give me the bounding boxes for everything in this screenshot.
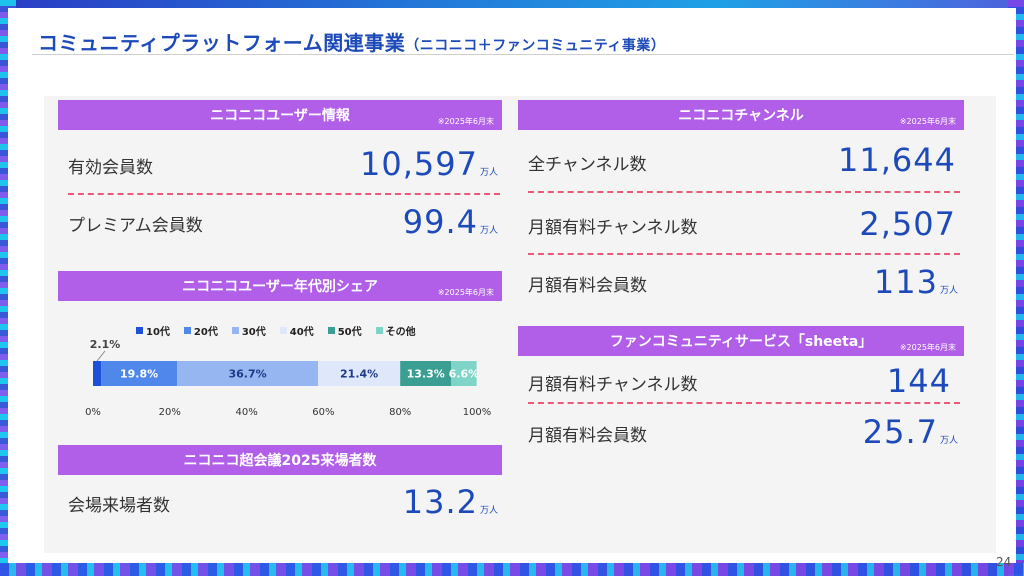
sheeta-header: ファンコミュニティサービス「sheeta」 ※2025年6月末 [518,326,964,356]
divider-dashed [528,253,960,255]
leader-line [96,350,106,362]
title-divider [32,54,1014,55]
legend-label: 20代 [193,327,218,338]
user-info-header: ニコニコユーザー情報 ※2025年6月末 [58,100,502,130]
x-tick-label: 80% [389,407,411,418]
legend-item: 40代 [279,323,314,338]
page-number: 24 [996,555,1012,569]
all-channels-value: 11,644 [798,144,958,176]
divider-dashed [68,193,500,195]
x-tick-label: 0% [85,407,101,418]
age-share-header: ニコニコユーザー年代別シェア ※2025年6月末 [58,271,502,301]
age-share-bar-svg: 2.1% 19.8% 36.7% 21.4% 13.3% 6.6% 0% 20% 40% 60% 8… [85,338,492,418]
legend-swatch [327,327,335,334]
legend-item: 50代 [327,323,362,338]
legend-item: 20代 [183,323,218,338]
data-label: 19.8% [120,368,158,381]
legend-item: 10代 [136,323,170,338]
active-members-label: 有効会員数 [68,158,153,178]
legend-item: その他 [375,323,416,338]
chart-legend: 10代 20代 30代 40代 50代 その他 [136,323,416,338]
data-label: 6.6% [449,368,480,381]
age-share-note: ※2025年6月末 [437,288,494,297]
legend-swatch [136,327,143,334]
paid-members-number: 113 [873,263,938,301]
venue-visitors-number: 13.2 [402,483,478,521]
channel-note: ※2025年6月末 [899,117,956,126]
sheeta-paid-channels-label: 月額有料チャンネル数 [528,375,698,395]
legend-swatch [279,327,287,334]
active-members-unit: 万人 [479,168,498,178]
sheeta-header-label: ファンコミュニティサービス「sheeta」 [609,334,873,350]
x-tick-label: 100% [463,407,492,418]
all-channels-number: 11,644 [838,141,956,179]
premium-members-unit: 万人 [479,226,498,236]
paid-members-unit: 万人 [939,286,958,296]
bottom-stripe [0,563,1024,576]
all-channels-label: 全チャンネル数 [528,155,647,175]
legend-label: 10代 [146,327,170,338]
legend-swatch [375,327,383,334]
active-members-value: 10,597 万人 [338,148,498,180]
chokaigi-header-label: ニコニコ超会議2025来場者数 [183,453,377,469]
x-tick-label: 20% [159,407,181,418]
sheeta-note: ※2025年6月末 [899,343,956,352]
premium-members-number: 99.4 [402,203,478,241]
paid-channels-label: 月額有料チャンネル数 [528,218,698,238]
paid-members-value: 113 万人 [798,266,958,298]
sheeta-paid-members-number: 25.7 [862,413,938,451]
paid-members-label: 月額有料会員数 [528,276,647,296]
legend-swatch [183,327,191,334]
venue-visitors-unit: 万人 [479,506,498,516]
venue-visitors-value: 13.2 万人 [338,486,498,518]
channel-header-label: ニコニコチャンネル [678,108,804,124]
sheeta-paid-members-value: 25.7 万人 [798,416,958,448]
data-label: 2.1% [90,338,121,351]
slide-title-sub: （ニコニコ＋ファンコミュニティ事業） [405,38,666,54]
premium-members-label: プレミアム会員数 [68,216,203,236]
bar-segment [318,361,401,386]
age-share-chart: 10代 20代 30代 40代 50代 その他 2.1% 19.8% 36.7% 21.4% 13… [66,318,510,428]
content-panel [44,96,996,553]
data-label: 36.7% [228,368,266,381]
bar-segment [93,361,102,386]
legend-swatch [231,327,239,334]
chokaigi-header: ニコニコ超会議2025来場者数 [58,445,502,475]
x-tick-label: 40% [235,407,257,418]
user-info-note: ※2025年6月末 [437,117,494,126]
active-members-number: 10,597 [360,145,478,183]
divider-dashed [528,402,960,404]
x-tick-label: 60% [312,407,334,418]
data-label: 21.4% [340,368,378,381]
sheeta-paid-channels-number: 144 [886,362,951,400]
age-share-header-label: ニコニコユーザー年代別シェア [182,279,378,295]
paid-channels-number: 2,507 [859,205,956,243]
slide-title: コミュニティプラットフォーム関連事業（ニコニコ＋ファンコミュニティ事業） [38,27,665,56]
channel-header: ニコニコチャンネル ※2025年6月末 [518,100,964,130]
slide: コミュニティプラットフォーム関連事業（ニコニコ＋ファンコミュニティ事業） ニコニ… [8,8,1016,569]
legend-label: 30代 [241,327,266,338]
premium-members-value: 99.4 万人 [338,206,498,238]
legend-item: 30代 [231,323,266,338]
legend-label: 40代 [289,327,314,338]
user-info-header-label: ニコニコユーザー情報 [210,108,350,124]
divider-dashed [528,191,960,193]
legend-label: 50代 [337,327,362,338]
bar-segment [177,361,319,386]
sheeta-paid-members-label: 月額有料会員数 [528,426,647,446]
bar-segment [451,361,477,386]
sheeta-paid-members-unit: 万人 [939,436,958,446]
venue-visitors-label: 会場来場者数 [68,496,170,516]
data-label: 13.3% [407,368,445,381]
legend-label: その他 [385,327,416,338]
paid-channels-value: 2,507 [798,208,958,240]
sheeta-paid-channels-value: 144 [798,365,953,397]
bar-segment [400,361,452,386]
bar-segment [101,361,178,386]
slide-title-main: コミュニティプラットフォーム関連事業 [38,31,406,55]
